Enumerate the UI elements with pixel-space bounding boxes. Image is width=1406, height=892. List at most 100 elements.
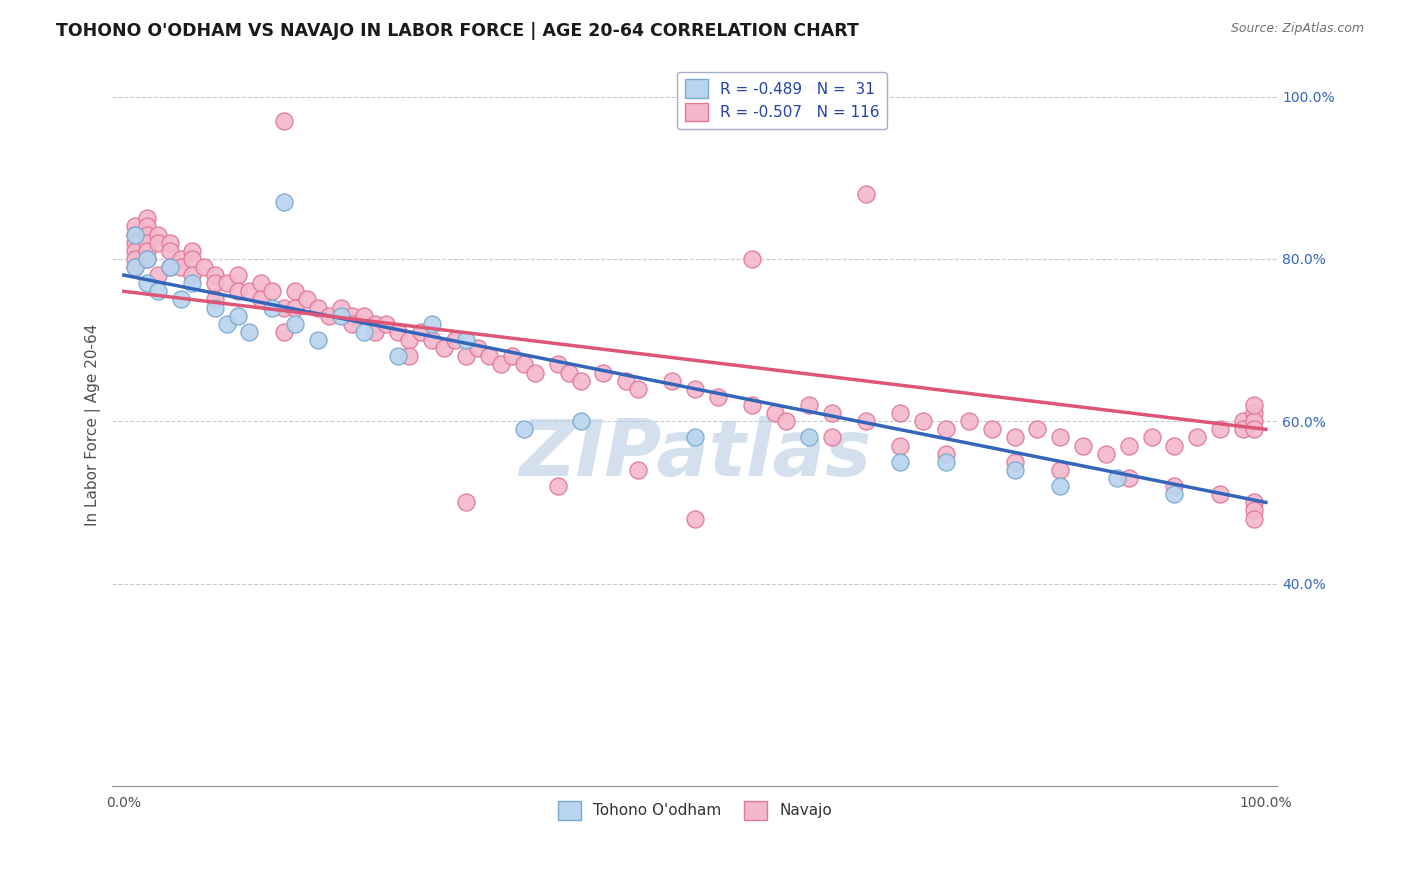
Point <box>226 268 249 282</box>
Point <box>1049 430 1071 444</box>
Y-axis label: In Labor Force | Age 20-64: In Labor Force | Age 20-64 <box>86 324 101 526</box>
Point <box>889 439 911 453</box>
Point <box>614 374 637 388</box>
Point <box>763 406 786 420</box>
Point <box>342 309 364 323</box>
Point <box>170 252 193 266</box>
Point <box>478 349 501 363</box>
Point <box>284 301 307 315</box>
Point <box>1243 422 1265 436</box>
Point <box>146 285 169 299</box>
Point <box>1049 479 1071 493</box>
Point <box>569 374 592 388</box>
Point <box>159 260 181 274</box>
Point <box>250 277 273 291</box>
Point <box>935 455 957 469</box>
Point <box>1095 447 1118 461</box>
Point <box>1118 439 1140 453</box>
Point <box>1163 487 1185 501</box>
Point <box>797 430 820 444</box>
Point <box>661 374 683 388</box>
Point <box>980 422 1002 436</box>
Point <box>558 366 581 380</box>
Point <box>135 235 157 250</box>
Point <box>262 285 284 299</box>
Point <box>1163 439 1185 453</box>
Point <box>683 511 706 525</box>
Point <box>364 317 387 331</box>
Point <box>1140 430 1163 444</box>
Text: Source: ZipAtlas.com: Source: ZipAtlas.com <box>1230 22 1364 36</box>
Point <box>295 293 318 307</box>
Point <box>135 277 157 291</box>
Point <box>1004 463 1026 477</box>
Point <box>1243 406 1265 420</box>
Point <box>124 244 146 258</box>
Point <box>250 293 273 307</box>
Point <box>329 309 352 323</box>
Point <box>1026 422 1049 436</box>
Point <box>387 349 409 363</box>
Point <box>146 268 169 282</box>
Point <box>1232 422 1254 436</box>
Point <box>1209 487 1232 501</box>
Point <box>226 309 249 323</box>
Point <box>193 260 215 274</box>
Point <box>135 252 157 266</box>
Legend: Tohono O'odham, Navajo: Tohono O'odham, Navajo <box>551 795 838 826</box>
Point <box>935 422 957 436</box>
Point <box>204 268 226 282</box>
Point <box>353 325 375 339</box>
Point <box>215 317 238 331</box>
Point <box>273 301 295 315</box>
Point <box>262 301 284 315</box>
Point <box>957 414 980 428</box>
Point <box>159 235 181 250</box>
Point <box>307 333 329 347</box>
Point <box>124 227 146 242</box>
Point <box>889 455 911 469</box>
Text: TOHONO O'ODHAM VS NAVAJO IN LABOR FORCE | AGE 20-64 CORRELATION CHART: TOHONO O'ODHAM VS NAVAJO IN LABOR FORCE … <box>56 22 859 40</box>
Point <box>159 260 181 274</box>
Point <box>456 333 478 347</box>
Point <box>467 341 489 355</box>
Point <box>855 414 877 428</box>
Point <box>135 227 157 242</box>
Point <box>318 309 340 323</box>
Point <box>135 219 157 234</box>
Point <box>523 366 546 380</box>
Point <box>124 252 146 266</box>
Point <box>124 260 146 274</box>
Point <box>181 268 204 282</box>
Point <box>821 430 844 444</box>
Point <box>124 235 146 250</box>
Point <box>420 333 443 347</box>
Point <box>284 285 307 299</box>
Point <box>569 414 592 428</box>
Point <box>204 301 226 315</box>
Point <box>797 398 820 412</box>
Point <box>181 244 204 258</box>
Point <box>741 398 763 412</box>
Point <box>1243 414 1265 428</box>
Point <box>627 463 650 477</box>
Point <box>215 277 238 291</box>
Point <box>307 301 329 315</box>
Point <box>284 317 307 331</box>
Point <box>273 195 295 210</box>
Point <box>592 366 614 380</box>
Point <box>683 430 706 444</box>
Point <box>1163 479 1185 493</box>
Point <box>135 252 157 266</box>
Point <box>1243 495 1265 509</box>
Point <box>935 447 957 461</box>
Point <box>181 277 204 291</box>
Point <box>512 358 534 372</box>
Point <box>683 382 706 396</box>
Point <box>456 495 478 509</box>
Point <box>512 422 534 436</box>
Point <box>204 293 226 307</box>
Point <box>273 114 295 128</box>
Point <box>409 325 432 339</box>
Point <box>1243 511 1265 525</box>
